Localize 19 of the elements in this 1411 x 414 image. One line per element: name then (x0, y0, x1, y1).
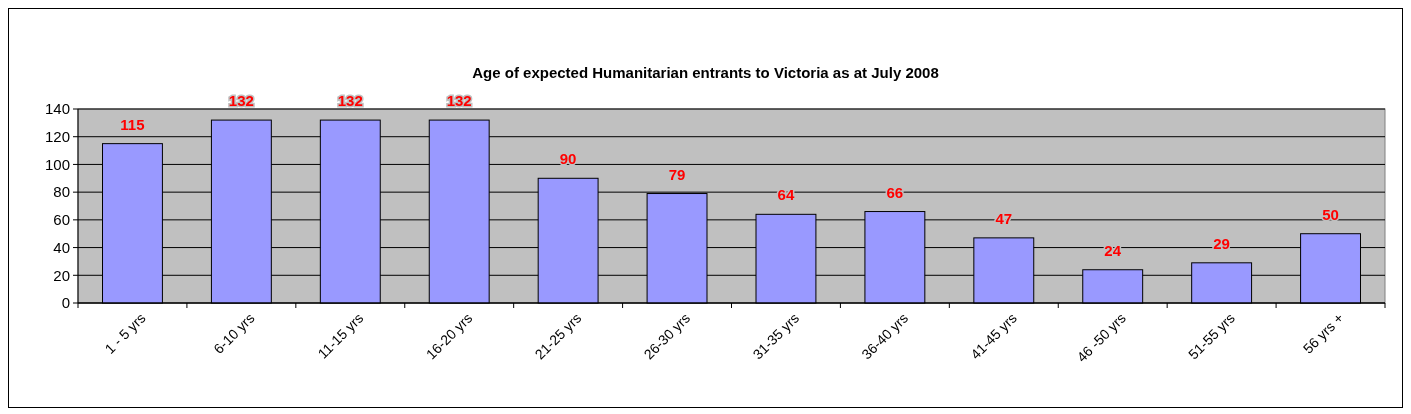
data-label: 90 (559, 150, 577, 168)
y-tick-label: 60 (53, 211, 70, 229)
data-label: 132 (337, 92, 363, 110)
data-label: 132 (446, 92, 472, 110)
y-tick-label: 80 (53, 183, 70, 201)
y-tick-label: 0 (61, 294, 70, 312)
y-tick-label: 120 (44, 127, 70, 145)
data-label: 132 (228, 92, 254, 110)
chart-title: Age of expected Humanitarian entrants to Victoria as at July 2008 (472, 64, 939, 81)
x-tick-label: 46 -50 yrs (1073, 309, 1129, 366)
data-label: 115 (120, 115, 145, 133)
x-tick-label: 1 - 5 yrs (101, 309, 149, 357)
y-tick-label: 40 (53, 238, 70, 256)
y-tick-label: 20 (53, 266, 70, 284)
x-tick-label: 56 yrs + (1299, 309, 1347, 357)
data-label: 79 (668, 165, 686, 183)
y-tick-label: 140 (44, 100, 70, 118)
data-label: 50 (1322, 205, 1339, 223)
y-tick-label: 100 (44, 155, 70, 173)
